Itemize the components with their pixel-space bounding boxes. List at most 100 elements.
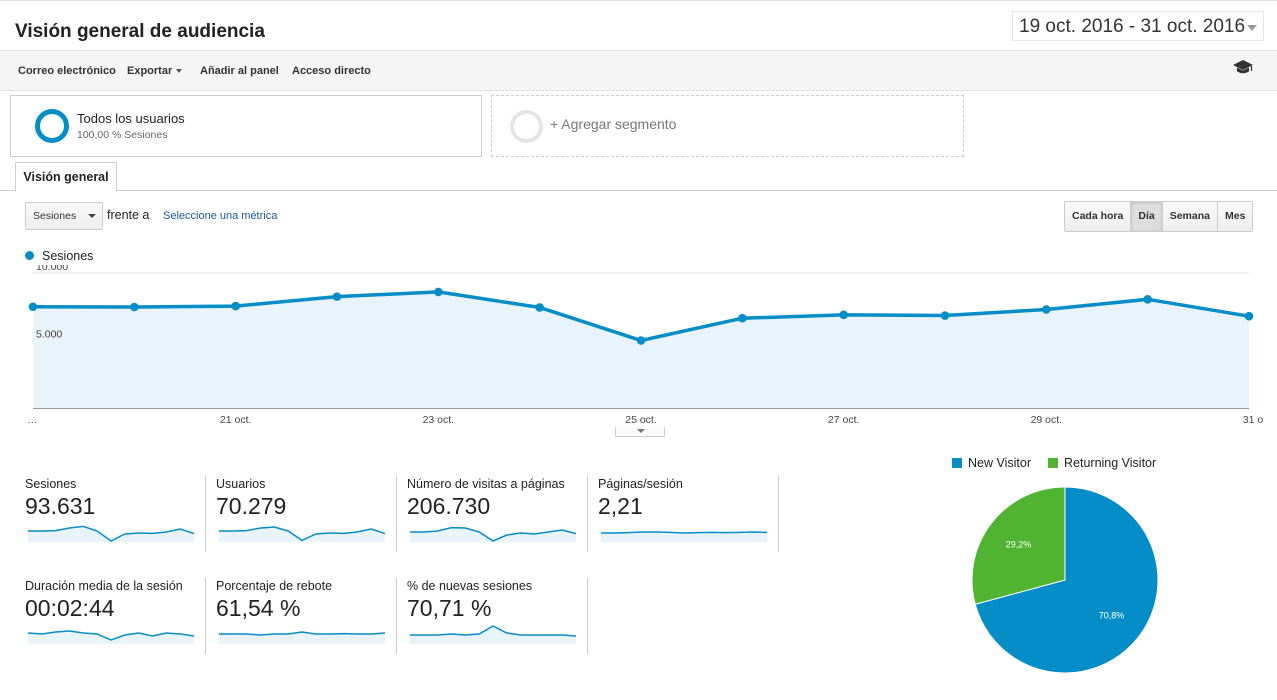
divider (587, 578, 588, 654)
scorecard-value: 93.631 (25, 493, 96, 519)
add-segment-label: + Agregar segmento (550, 116, 677, 132)
segment-subtitle: 100,00 % Sesiones (77, 129, 168, 141)
select-metric-link[interactable]: Seleccione una métrica (163, 210, 278, 222)
data-point[interactable] (839, 310, 848, 320)
divider (205, 476, 206, 552)
data-point[interactable] (130, 302, 139, 312)
scorecard-sparkline (27, 630, 195, 644)
data-point[interactable] (332, 292, 342, 301)
date-range-label: 19 oct. 2016 - 31 oct. 2016 (1019, 16, 1246, 37)
scorecard-label: Porcentaje de rebote (216, 579, 333, 593)
chevron-down-icon (637, 429, 645, 433)
divider (396, 578, 397, 654)
sparkline-area (28, 526, 194, 542)
scorecard-value: 70.279 (216, 493, 287, 519)
granularity-month-button[interactable]: Mes (1217, 202, 1253, 231)
divider (587, 476, 588, 552)
page-title: Visión general de audiencia (15, 21, 265, 42)
pie-slice-label: 29,2% (1006, 539, 1032, 549)
shortcut-button[interactable]: Acceso directo (292, 65, 371, 77)
add-segment-button[interactable]: + Agregar segmento (491, 95, 964, 157)
scorecard-new-sessions[interactable]: % de nuevas sesiones 70,71 % (407, 579, 587, 651)
y-tick-label: 10.000 (36, 265, 68, 273)
data-point[interactable] (434, 287, 443, 297)
pie-legend-returning-visitor: Returning Visitor (1048, 456, 1156, 470)
pie-legend-label: New Visitor (968, 456, 1031, 470)
versus-label: frente a (107, 208, 150, 222)
segment-all-users[interactable]: Todos los usuarios 100,00 % Sesiones (10, 95, 482, 157)
data-point[interactable] (636, 336, 646, 345)
scorecard-value: 206.730 (407, 493, 491, 519)
sparkline-area (219, 527, 385, 542)
report-toolbar: Correo electrónico Exportar Añadir al pa… (0, 50, 1277, 91)
legend-swatch-icon (952, 458, 962, 468)
pie-slice-label: 70,8% (1099, 611, 1125, 621)
export-label: Exportar (127, 65, 173, 77)
x-tick-label: 29 oct. (1031, 414, 1063, 426)
export-button[interactable]: Exportar (127, 65, 183, 77)
x-tick-label: 23 oct. (423, 414, 455, 426)
scorecard-label: Duración media de la sesión (25, 579, 183, 593)
scorecard-label: Número de visitas a páginas (407, 477, 565, 491)
legend-swatch-icon (1048, 458, 1058, 468)
x-tick-label: 31 o (1243, 414, 1264, 426)
scorecard-label: Páginas/sesión (598, 477, 683, 491)
data-point[interactable] (940, 311, 950, 320)
tab-overview[interactable]: Visión general (15, 162, 117, 192)
scorecard-sparkline (410, 526, 577, 542)
date-range-picker[interactable]: 19 oct. 2016 - 31 oct. 2016 (1012, 11, 1264, 41)
legend-dot-icon (25, 251, 34, 260)
y-tick-label: 5.000 (36, 329, 62, 341)
x-tick-label: … (27, 414, 38, 426)
scorecard-sparkline (601, 531, 768, 542)
sparkline-line (219, 631, 386, 636)
data-point[interactable] (738, 313, 747, 323)
granularity-week-button[interactable]: Semana (1162, 202, 1218, 231)
sparkline-line (601, 531, 768, 534)
pie-slice[interactable] (971, 486, 1066, 605)
scorecard-value: 2,21 (598, 493, 643, 519)
granularity-hourly-button[interactable]: Cada hora (1065, 202, 1132, 231)
scorecard-bounce-rate[interactable]: Porcentaje de rebote 61,54 % (216, 579, 396, 651)
email-button[interactable]: Correo electrónico (18, 65, 116, 77)
pie-legend-new-visitor: New Visitor (952, 456, 1031, 470)
chart-expand-button[interactable] (615, 427, 665, 437)
divider (205, 578, 206, 654)
visitor-type-pie-chart: 70,8% 29,2% (971, 486, 1159, 674)
metric-select[interactable]: Sesiones (25, 202, 103, 230)
scorecard-sparkline (28, 525, 195, 542)
chevron-down-icon (88, 214, 96, 218)
segment-ring-icon (35, 109, 69, 143)
segment-placeholder-icon (510, 110, 543, 143)
pie-slice[interactable] (974, 486, 1159, 674)
granularity-selector: Cada hora Día Semana Mes (1064, 201, 1254, 232)
granularity-day-button[interactable]: Día (1131, 202, 1163, 231)
data-point[interactable] (1143, 295, 1152, 304)
graduation-cap-icon[interactable] (1232, 58, 1254, 76)
pie-legend-label: Returning Visitor (1064, 456, 1157, 470)
scorecard-sessions[interactable]: Sesiones 93.631 (25, 477, 205, 549)
sparkline-line (28, 525, 195, 542)
data-point[interactable] (1244, 311, 1254, 321)
data-point[interactable] (231, 301, 240, 311)
scorecard-pageviews[interactable]: Número de visitas a páginas 206.730 (407, 477, 587, 549)
scorecard-users[interactable]: Usuarios 70.279 (216, 477, 396, 549)
sparkline-line (410, 526, 577, 542)
sparkline-line (410, 625, 577, 637)
add-to-panel-button[interactable]: Añadir al panel (200, 65, 279, 77)
data-point[interactable] (535, 303, 544, 312)
scorecard-pages-per-session[interactable]: Páginas/sesión 2,21 (598, 477, 778, 549)
legend-series-label: Sesiones (42, 249, 94, 263)
sparkline-line (27, 630, 195, 641)
page-header: Visión general de audiencia (0, 0, 1277, 50)
data-point[interactable] (28, 302, 38, 312)
data-point[interactable] (1042, 305, 1051, 314)
scorecard-sparkline (219, 631, 386, 644)
sparkline-area (28, 631, 194, 644)
sessions-line-chart: 10.000 5.000 … 21 oct. 23 oct. 25 oct. 27 oct… (27, 265, 1264, 426)
scorecard-sparkline (410, 625, 577, 644)
scorecard-sparkline (219, 526, 386, 542)
x-tick-label: 27 oct. (828, 414, 860, 426)
scorecard-avg-session-duration[interactable]: Duración media de la sesión 00:02:44 (25, 579, 205, 651)
x-tick-label: 25 oct. (625, 414, 657, 426)
